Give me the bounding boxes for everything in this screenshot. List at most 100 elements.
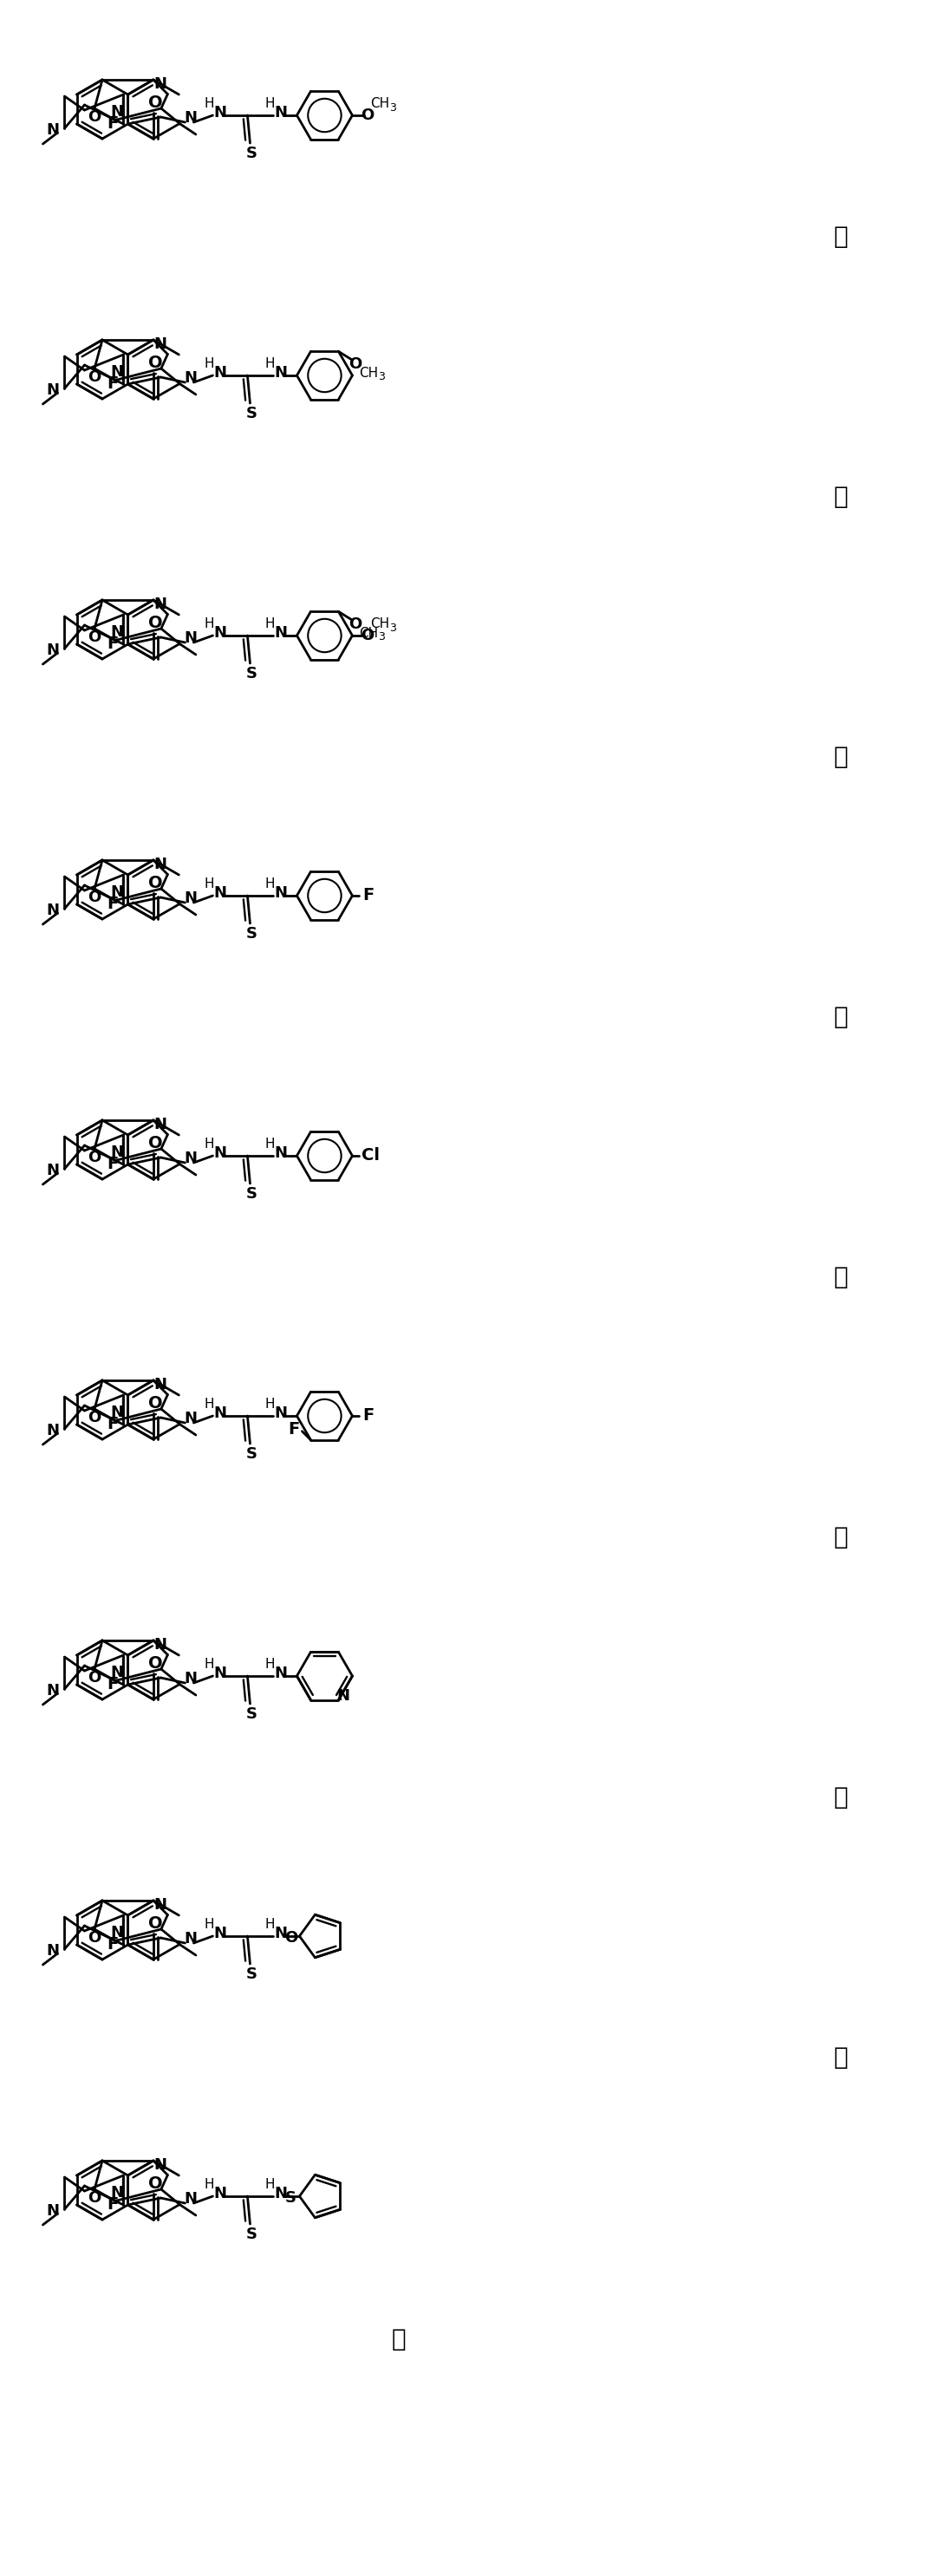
Text: H: H [265,1656,275,1669]
Text: N: N [213,626,226,641]
Text: O: O [147,873,163,891]
Text: N: N [213,2187,226,2202]
Text: H: H [204,98,214,111]
Text: O: O [87,1669,101,1685]
Text: N: N [184,891,197,907]
Text: H: H [204,1917,214,1929]
Text: N: N [154,1896,166,1914]
Text: CH: CH [359,626,378,639]
Text: O: O [147,1654,163,1672]
Text: N: N [46,641,59,657]
Text: 或: 或 [834,1265,848,1291]
Text: N: N [274,2187,287,2202]
Text: O: O [147,2174,163,2192]
Text: N: N [154,598,166,613]
Text: F: F [107,1417,118,1432]
Text: S: S [246,407,258,422]
Text: F: F [362,886,374,904]
Text: H: H [204,2177,214,2190]
Text: H: H [265,98,275,111]
Text: F: F [107,376,118,392]
Text: S: S [285,2190,297,2205]
Text: N: N [184,631,197,647]
Text: S: S [246,1185,258,1203]
Text: N: N [110,1664,123,1680]
Text: 或: 或 [834,224,848,250]
Text: O: O [87,2190,101,2205]
Text: N: N [213,886,226,902]
Text: N: N [274,626,287,641]
Text: N: N [213,366,226,381]
Text: F: F [107,636,118,652]
Text: O: O [87,1149,101,1164]
Text: 或: 或 [834,484,848,510]
Text: O: O [87,629,101,644]
Text: N: N [213,106,226,121]
Text: S: S [246,925,258,943]
Text: N: N [154,2156,166,2172]
Text: O: O [87,1409,101,1425]
Text: 或: 或 [834,1785,848,1808]
Text: 3: 3 [378,371,385,381]
Text: O: O [147,353,163,371]
Text: N: N [274,886,287,902]
Text: H: H [265,1917,275,1929]
Text: N: N [110,623,123,639]
Text: N: N [213,1146,226,1162]
Text: O: O [147,1394,163,1412]
Text: H: H [204,616,214,631]
Text: N: N [274,106,287,121]
Text: N: N [274,366,287,381]
Text: H: H [265,876,275,891]
Text: N: N [184,2192,197,2208]
Text: S: S [246,147,258,162]
Text: N: N [110,1404,123,1419]
Text: N: N [110,884,123,899]
Text: N: N [184,1672,197,1687]
Text: O: O [87,889,101,904]
Text: 3: 3 [390,103,397,113]
Text: O: O [348,355,361,371]
Text: 3: 3 [378,631,385,641]
Text: 或: 或 [834,2045,848,2069]
Text: N: N [46,2202,59,2218]
Text: H: H [204,1136,214,1149]
Text: N: N [46,1942,59,1958]
Text: O: O [87,368,101,384]
Text: O: O [87,108,101,124]
Text: N: N [154,337,166,353]
Text: N: N [184,1932,197,1947]
Text: O: O [360,629,374,644]
Text: 。: 。 [392,2326,406,2352]
Text: N: N [46,902,59,917]
Text: N: N [110,363,123,379]
Text: N: N [154,1636,166,1654]
Text: Cl: Cl [361,1146,379,1164]
Text: CH: CH [371,98,390,111]
Text: O: O [348,616,361,631]
Text: H: H [204,1656,214,1669]
Text: O: O [147,1133,163,1151]
Text: N: N [274,1406,287,1422]
Text: F: F [362,1406,374,1425]
Text: H: H [265,1396,275,1409]
Text: N: N [110,2184,123,2200]
Text: S: S [246,2226,258,2241]
Text: 或: 或 [834,1525,848,1548]
Text: N: N [154,77,166,93]
Text: N: N [46,121,59,139]
Text: N: N [110,1924,123,1940]
Text: N: N [213,1927,226,1942]
Text: F: F [287,1422,300,1437]
Text: N: N [46,1162,59,1177]
Text: O: O [147,613,163,631]
Text: N: N [154,858,166,873]
Text: N: N [154,1378,166,1394]
Text: N: N [46,381,59,397]
Text: O: O [87,1929,101,1945]
Text: F: F [107,1677,118,1692]
Text: N: N [274,1667,287,1682]
Text: N: N [274,1927,287,1942]
Text: N: N [184,1412,197,1427]
Text: N: N [46,1422,59,1437]
